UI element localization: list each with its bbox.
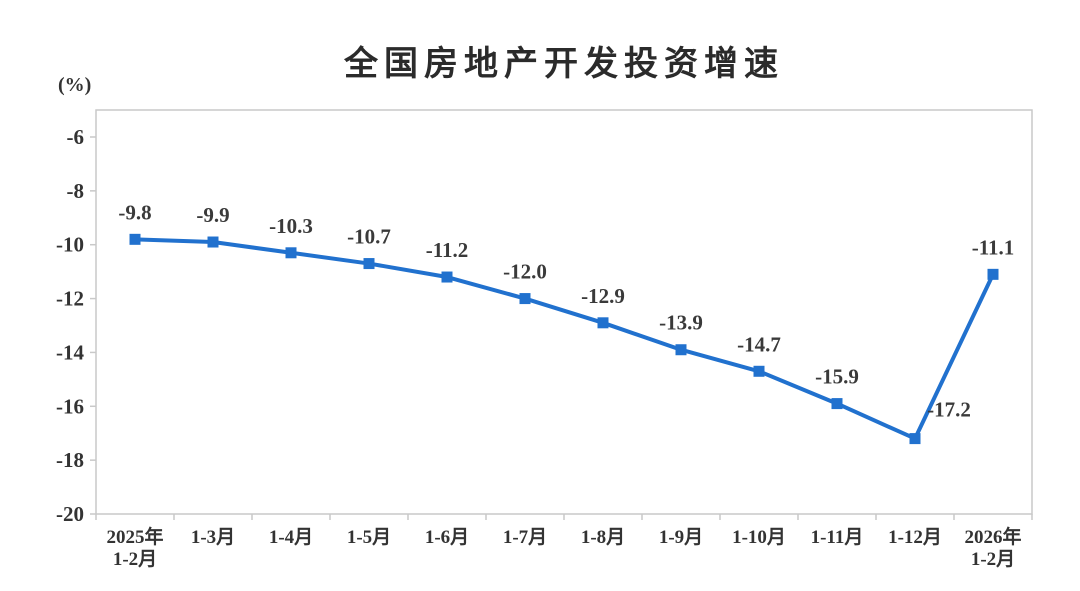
y-axis-tick-label: -10 xyxy=(56,233,84,257)
x-axis-category-label: 1-5月 xyxy=(347,527,391,548)
data-point-label: -11.1 xyxy=(972,235,1015,259)
data-point-marker xyxy=(675,344,687,356)
x-axis-category-label: 2026年 1-2月 xyxy=(964,525,1021,570)
y-axis-unit-label: (%) xyxy=(58,74,92,96)
data-point-marker xyxy=(909,433,921,445)
data-point-label: -17.2 xyxy=(927,398,971,422)
data-point-label: -12.0 xyxy=(503,260,547,284)
y-axis-tick-label: -20 xyxy=(56,502,84,526)
data-point-marker xyxy=(207,236,219,248)
x-axis-category-label: 1-4月 xyxy=(269,527,313,548)
data-point-label: -10.7 xyxy=(347,225,391,249)
x-axis-category-label: 1-3月 xyxy=(191,527,235,548)
x-axis-category-label: 1-10月 xyxy=(732,527,786,548)
data-point-label: -11.2 xyxy=(426,238,469,262)
data-point-marker xyxy=(519,293,531,305)
x-axis-category-label: 1-8月 xyxy=(581,527,625,548)
data-point-label: -13.9 xyxy=(659,311,703,335)
x-axis-category-label: 1-7月 xyxy=(503,527,547,548)
data-point-label: -9.9 xyxy=(196,203,229,227)
data-point-marker xyxy=(831,398,843,410)
data-point-label: -10.3 xyxy=(269,214,313,238)
x-axis-category-label: 1-11月 xyxy=(811,527,864,548)
data-point-marker xyxy=(129,233,141,245)
y-axis-tick-label: -12 xyxy=(56,287,84,311)
data-point-label: -14.7 xyxy=(737,332,781,356)
data-point-label: -15.9 xyxy=(815,365,859,389)
y-axis-tick-label: -14 xyxy=(56,340,84,364)
y-axis-tick-label: -16 xyxy=(56,394,84,418)
data-point-marker xyxy=(285,247,297,259)
x-axis-category-label: 1-12月 xyxy=(888,527,942,548)
chart-title: 全国房地产开发投资增速 xyxy=(344,45,784,83)
y-axis-tick-label: -18 xyxy=(56,448,84,472)
investment-growth-line xyxy=(133,237,995,441)
data-point-marker xyxy=(441,271,453,283)
x-axis-category-label: 1-6月 xyxy=(425,527,469,548)
x-axis-category-label: 1-9月 xyxy=(659,527,703,548)
y-axis-tick-label: -6 xyxy=(67,125,85,149)
x-axis-category-label: 2025年 1-2月 xyxy=(106,525,163,570)
data-point-marker xyxy=(363,258,375,270)
data-point-marker xyxy=(987,268,999,280)
data-point-label: -9.8 xyxy=(118,200,151,224)
y-axis-tick-label: -8 xyxy=(67,179,85,203)
data-point-label: -12.9 xyxy=(581,284,625,308)
data-point-marker xyxy=(753,365,765,377)
data-point-marker xyxy=(597,317,609,329)
